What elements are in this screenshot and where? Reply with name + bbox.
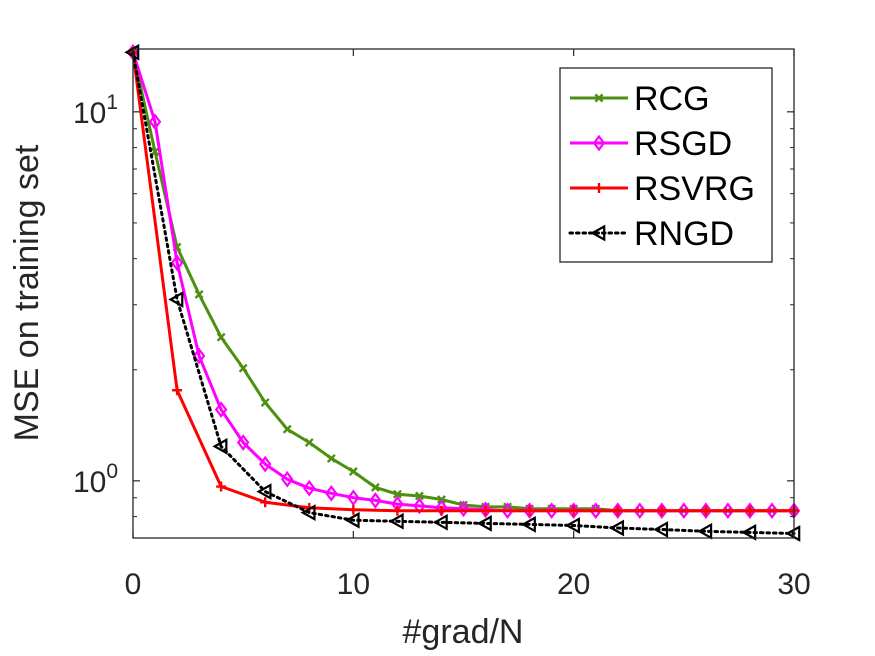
data-point-rsgd (765, 502, 779, 520)
legend-entry-rsgd: RSGD (570, 125, 732, 163)
data-point-rsgd (567, 502, 580, 520)
x-axis-title: #grad/N (403, 613, 524, 651)
data-point-rsvrg (524, 505, 535, 516)
data-point-rngd (212, 437, 228, 455)
data-point-rsgd (413, 497, 426, 515)
data-point-rngd (256, 483, 272, 500)
x-tick-label: 20 (557, 568, 590, 601)
data-point-rcg (238, 363, 248, 373)
data-point-rsvrg (612, 505, 623, 516)
data-point-rsvrg (392, 505, 403, 516)
data-point-rcg (194, 289, 204, 299)
data-point-rsgd (545, 502, 558, 520)
y-tick-label: 100 (73, 460, 118, 499)
data-point-rsvrg (656, 505, 667, 516)
data-point-rsgd (280, 470, 294, 488)
data-point-rcg (326, 453, 336, 463)
data-point-rsvrg (216, 481, 227, 492)
data-point-rsvrg (348, 504, 359, 515)
data-point-rcg (414, 491, 424, 501)
y-axis-title: MSE on training set (8, 144, 46, 441)
data-point-rsgd (457, 500, 470, 518)
legend-marker-rsgd (592, 134, 606, 152)
data-point-rsgd (633, 502, 647, 520)
series-line-rngd (131, 50, 796, 535)
data-point-rsgd (148, 113, 162, 131)
data-point-rsvrg (480, 505, 491, 516)
data-point-rsvrg (260, 497, 271, 508)
data-point-rcg (282, 424, 292, 434)
data-point-rcg (216, 332, 226, 342)
legend-entry-rsvrg: RSVRG (570, 170, 755, 208)
data-point-rsgd (214, 401, 228, 418)
series-layer (124, 43, 801, 542)
data-point-rsgd (743, 502, 757, 520)
data-point-rsgd (369, 492, 382, 509)
legend-label-rcg: RCG (634, 80, 710, 118)
data-point-rcg (260, 398, 270, 407)
legend-marker-rngd (590, 224, 606, 242)
data-point-rcg (370, 482, 380, 492)
tick-layer: 0 10 20 30 100 101 (73, 49, 811, 601)
data-point-rngd (432, 513, 448, 531)
data-point-rsgd (655, 502, 669, 520)
data-point-rsvrg (436, 505, 447, 516)
data-point-rngd (608, 519, 625, 537)
data-point-rsgd (236, 434, 250, 451)
data-point-rsgd (258, 455, 272, 473)
data-point-rsgd (699, 502, 713, 520)
series-rsvrg (128, 47, 799, 516)
data-point-rsvrg (744, 505, 755, 516)
legend-label-rngd: RNGD (634, 215, 734, 253)
data-point-rcg (348, 467, 358, 476)
series-rngd (124, 43, 801, 542)
data-point-rngd (520, 516, 536, 533)
data-point-rsvrg (700, 505, 711, 516)
x-tick-label: 0 (125, 568, 142, 601)
data-point-rsgd (303, 479, 316, 497)
legend-label-rsvrg: RSVRG (634, 170, 755, 208)
data-point-rsvrg (568, 505, 579, 516)
x-tick-label: 10 (337, 568, 370, 601)
data-point-rngd (300, 504, 316, 522)
data-point-rngd (388, 512, 404, 530)
data-point-rsgd (347, 489, 360, 507)
data-point-rsgd (192, 347, 206, 365)
data-point-rsgd (325, 485, 338, 502)
series-line-rsvrg (131, 52, 794, 513)
data-point-rngd (741, 524, 757, 541)
data-point-rcg (304, 438, 314, 447)
legend-entry-rngd: RNGD (568, 215, 734, 253)
data-point-rsgd (523, 502, 536, 520)
x-tick-label: 30 (777, 568, 810, 601)
legend-marker-rcg (594, 93, 604, 103)
data-point-rngd (344, 511, 360, 529)
data-point-rsgd (611, 502, 624, 520)
data-point-rngd (564, 517, 580, 534)
data-point-rsgd (721, 502, 735, 520)
legend-marker-rsvrg (594, 183, 604, 193)
data-point-rsgd (479, 501, 492, 519)
data-point-rsgd (677, 502, 691, 520)
data-point-rsgd (589, 502, 602, 520)
data-point-rngd (168, 291, 184, 308)
data-point-rcg (392, 489, 402, 499)
y-tick-label: 101 (73, 91, 118, 130)
data-point-rngd (697, 522, 713, 540)
data-point-rngd (476, 514, 492, 532)
data-point-rngd (785, 525, 801, 542)
data-point-rngd (653, 521, 669, 538)
legend: RCG RSGD RSVRG RNGD (559, 67, 773, 263)
data-point-rcg (150, 147, 160, 157)
data-point-rsgd (170, 254, 184, 272)
data-point-rsvrg (172, 385, 183, 396)
data-point-rsgd (501, 502, 514, 520)
legend-label-rsgd: RSGD (634, 125, 732, 163)
axes-box (132, 48, 795, 539)
legend-entry-rcg: RCG (570, 80, 710, 118)
